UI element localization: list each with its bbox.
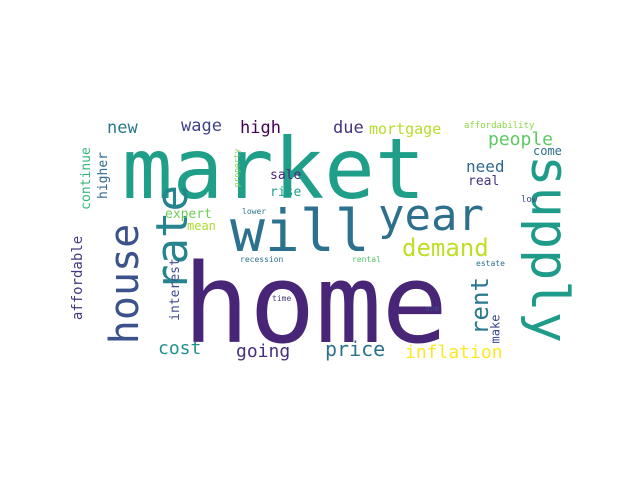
word-mean: mean <box>187 219 216 233</box>
word-cost: cost <box>158 338 202 359</box>
word-real: real <box>468 174 500 189</box>
word-interest: interest <box>167 258 183 321</box>
word-new: new <box>107 118 138 138</box>
word-will: will <box>230 197 370 265</box>
word-going: going <box>236 341 291 362</box>
word-affordability: affordability <box>464 121 535 131</box>
word-wage: wage <box>181 116 222 136</box>
word-house: house <box>102 223 149 345</box>
word-make: make <box>488 314 503 344</box>
word-year: year <box>378 190 484 241</box>
word-time: time <box>272 294 292 303</box>
word-property: property <box>232 148 242 188</box>
word-recession: recession <box>240 255 284 264</box>
word-inflation: inflation <box>405 342 503 363</box>
word-estate: estate <box>476 259 505 268</box>
word-mortgage: mortgage <box>369 120 442 138</box>
word-home: home <box>183 240 448 368</box>
word-need: need <box>466 157 505 176</box>
word-due: due <box>333 118 364 138</box>
word-supply: supply <box>518 155 579 343</box>
word-cloud: home market will year supply house rate … <box>70 116 579 368</box>
word-expert: expert <box>165 207 212 222</box>
word-people: people <box>488 129 554 150</box>
word-higher: higher <box>95 152 111 199</box>
word-demand: demand <box>402 234 489 262</box>
word-low: low <box>521 195 538 205</box>
word-affordable: affordable <box>70 235 87 321</box>
word-sale: sale <box>270 168 302 183</box>
word-price: price <box>325 337 386 361</box>
word-one: one <box>425 304 440 313</box>
word-high: high <box>240 118 281 138</box>
word-lower: lower <box>242 207 267 216</box>
word-come: come <box>533 144 562 158</box>
word-market: market <box>122 120 426 218</box>
word-rise: rise <box>270 185 302 200</box>
word-rental: rental <box>352 255 381 264</box>
word-continue: continue <box>78 147 94 210</box>
